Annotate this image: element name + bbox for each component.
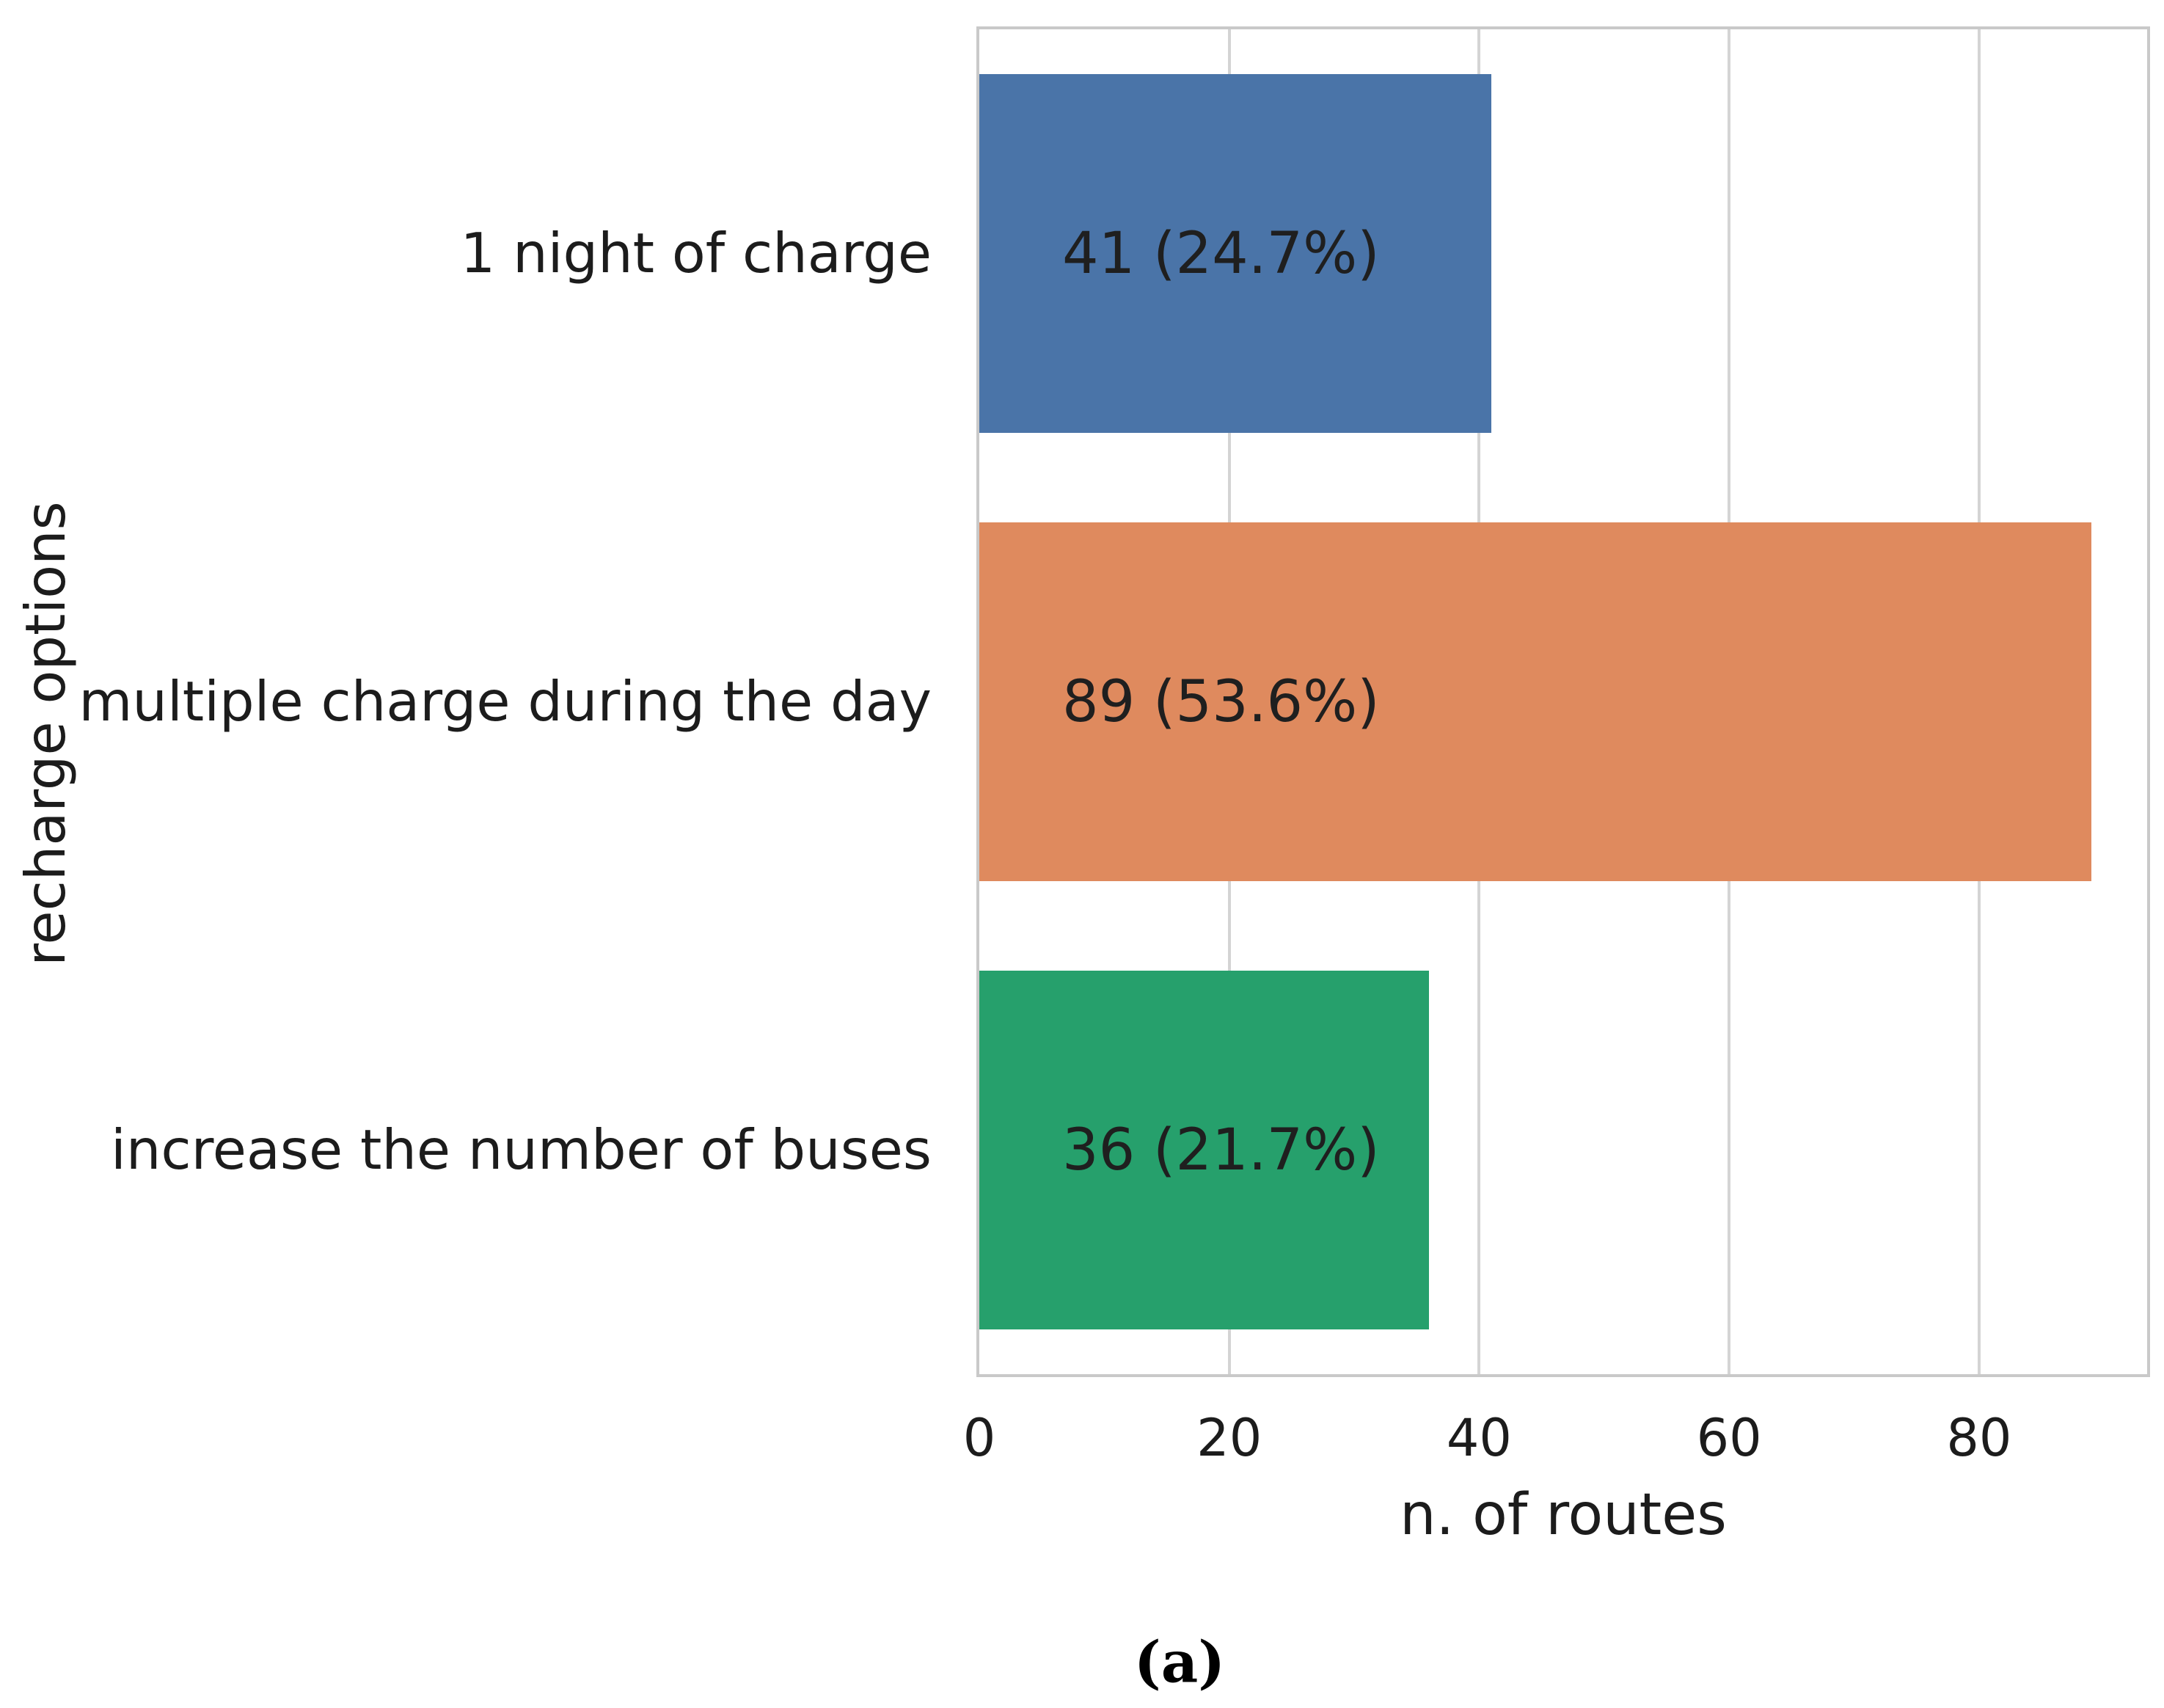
bar-value-label: 36 (21.7%) [1062, 1117, 1380, 1183]
y-axis-label: recharge options [13, 501, 78, 966]
plot-area: 41 (24.7%) 89 (53.6%) 36 (21.7%) [976, 26, 2150, 1377]
bar-value-label: 41 (24.7%) [1062, 220, 1380, 287]
bar-increase-buses: 36 (21.7%) [979, 971, 1430, 1329]
category-label-increase-buses: increase the number of buses [111, 1117, 932, 1182]
x-axis-label: n. of routes [1400, 1482, 1727, 1548]
x-axis-ticks: 0 20 40 60 80 [963, 1408, 2147, 1478]
category-label-1-night-of-charge: 1 night of charge [460, 221, 932, 285]
category-label-multiple-charge: multiple charge during the day [78, 669, 932, 734]
x-tick-0: 0 [962, 1408, 996, 1468]
bar-1-night-of-charge: 41 (24.7%) [979, 74, 1492, 433]
x-tick-40: 40 [1446, 1408, 1512, 1468]
x-tick-20: 20 [1196, 1408, 1262, 1468]
bar-value-label: 89 (53.6%) [1062, 668, 1380, 735]
bar-multiple-charge: 89 (53.6%) [979, 522, 2092, 881]
x-tick-80: 80 [1946, 1408, 2012, 1468]
x-tick-60: 60 [1696, 1408, 1762, 1468]
subfigure-caption: (a) [1133, 1629, 1226, 1696]
